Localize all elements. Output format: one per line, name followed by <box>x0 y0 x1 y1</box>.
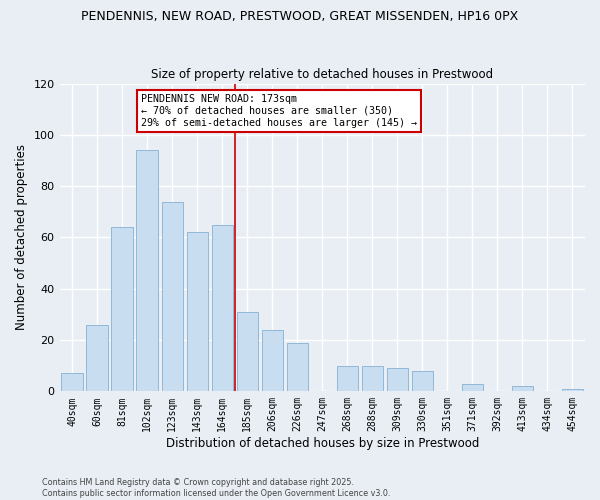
Bar <box>462 384 483 392</box>
Bar <box>61 374 83 392</box>
Text: PENDENNIS NEW ROAD: 173sqm
← 70% of detached houses are smaller (350)
29% of sem: PENDENNIS NEW ROAD: 173sqm ← 70% of deta… <box>141 94 417 128</box>
Bar <box>362 366 383 392</box>
X-axis label: Distribution of detached houses by size in Prestwood: Distribution of detached houses by size … <box>166 437 479 450</box>
Bar <box>236 312 258 392</box>
Bar <box>112 227 133 392</box>
Y-axis label: Number of detached properties: Number of detached properties <box>15 144 28 330</box>
Bar <box>287 342 308 392</box>
Bar <box>512 386 533 392</box>
Bar <box>86 324 108 392</box>
Bar <box>562 389 583 392</box>
Title: Size of property relative to detached houses in Prestwood: Size of property relative to detached ho… <box>151 68 493 81</box>
Bar <box>136 150 158 392</box>
Bar <box>262 330 283 392</box>
Bar <box>387 368 408 392</box>
Text: Contains HM Land Registry data © Crown copyright and database right 2025.
Contai: Contains HM Land Registry data © Crown c… <box>42 478 391 498</box>
Text: PENDENNIS, NEW ROAD, PRESTWOOD, GREAT MISSENDEN, HP16 0PX: PENDENNIS, NEW ROAD, PRESTWOOD, GREAT MI… <box>82 10 518 23</box>
Bar <box>212 224 233 392</box>
Bar <box>412 371 433 392</box>
Bar <box>187 232 208 392</box>
Bar <box>161 202 183 392</box>
Bar <box>337 366 358 392</box>
